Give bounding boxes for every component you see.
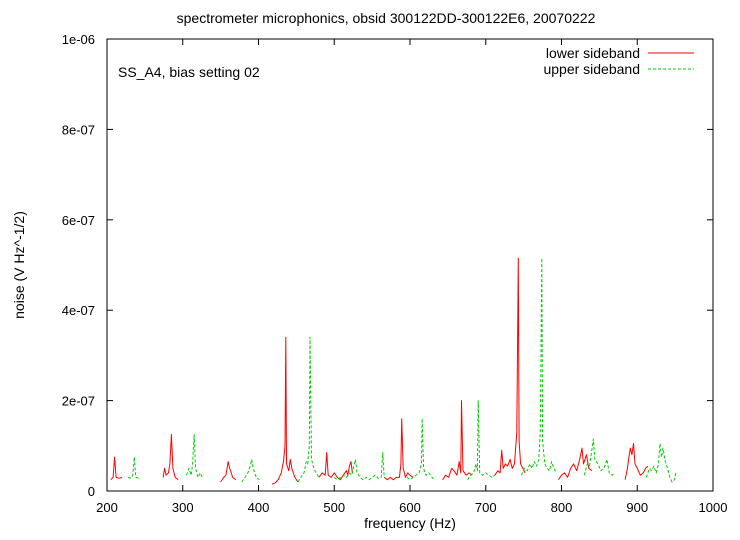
chart-title: spectrometer microphonics, obsid 300122D… [177,10,596,26]
x-tick-label: 900 [626,500,648,515]
y-tick-label: 2e-07 [62,394,95,409]
y-tick-label: 4e-07 [62,303,95,318]
x-tick-label: 500 [323,500,345,515]
x-tick-label: 800 [551,500,573,515]
x-axis: 200 300 400 500 600 700 800 900 1000 [96,39,727,515]
series-layer [110,257,677,485]
x-tick-label: 700 [475,500,497,515]
y-axis: 0 2e-07 4e-07 6e-07 8e-07 1e-06 [62,32,713,499]
y-tick-label: 0 [88,484,95,499]
x-axis-label: frequency (Hz) [364,515,456,531]
series-line-upper-sideband [128,257,677,483]
x-tick-label: 1000 [699,500,728,515]
y-tick-label: 6e-07 [62,213,95,228]
y-tick-label: 8e-07 [62,122,95,137]
legend: lower sideband upper sideband [543,45,694,77]
series-line-lower-sideband [110,257,649,485]
x-tick-label: 200 [96,500,118,515]
chart-annotation: SS_A4, bias setting 02 [118,64,260,80]
x-tick-label: 400 [248,500,270,515]
plot-frame [106,38,714,492]
y-axis-label: noise (V Hz^-1/2) [11,211,27,319]
x-tick-label: 300 [172,500,194,515]
legend-label-lower-sideband: lower sideband [546,45,640,61]
x-tick-label: 600 [399,500,421,515]
legend-label-upper-sideband: upper sideband [543,61,640,77]
y-tick-label: 1e-06 [62,32,95,47]
